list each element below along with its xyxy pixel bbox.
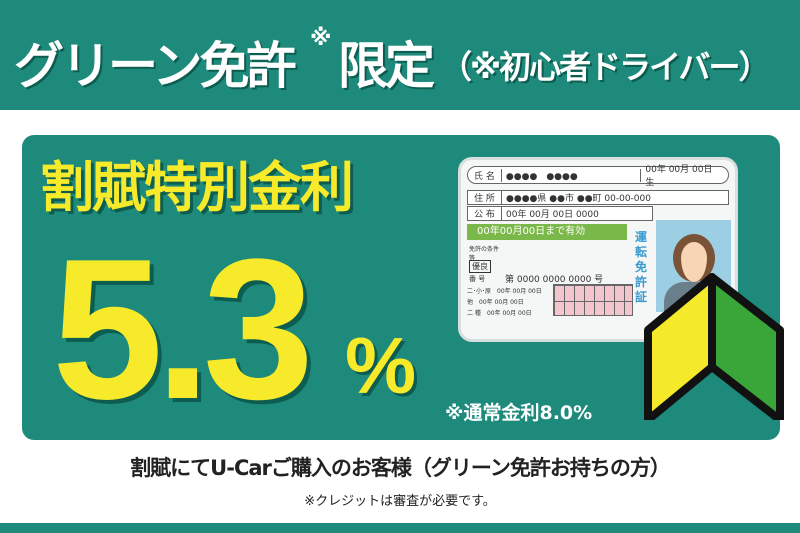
- category-date: 00年 00月 00日: [486, 310, 532, 317]
- number-value: 第 0000 0000 0000 号: [505, 275, 604, 285]
- valid-until: 00年00月00日まで有効: [467, 224, 627, 240]
- issue-label: 公 布: [468, 207, 502, 220]
- address-value: ●●●●県 ●●市 ●●町 00-00-000: [506, 194, 651, 204]
- title-green-license: グリーン免許: [14, 37, 296, 95]
- category-label: 他: [467, 299, 474, 306]
- promo-rate: 5.3: [52, 218, 314, 441]
- category-date: 00年 00月 00日: [497, 288, 542, 295]
- category-row: 他 00年 00月 00日: [467, 297, 542, 308]
- category-grid: [553, 284, 633, 316]
- issue-value: 00年 00月 00日 0000: [506, 210, 599, 220]
- title-note: （※初心者ドライバー）: [440, 48, 770, 86]
- category-label: 二･小･原: [467, 288, 492, 295]
- conditions-label: 免許の条件等: [469, 246, 500, 262]
- name-label: 氏 名: [468, 168, 502, 182]
- name-value: ●●●● ●●●●: [502, 168, 642, 182]
- category-date: 00年 00月 00日: [479, 299, 524, 306]
- category-row: 二･小･原 00年 00月 00日: [467, 286, 542, 297]
- bottom-strip: [0, 523, 800, 533]
- beginner-driver-mark-icon: [644, 273, 784, 420]
- address-label: 住 所: [468, 191, 502, 204]
- header-banner: グリーン免許 ※ 限定 （※初心者ドライバー）: [0, 0, 800, 110]
- number-label: 番 号: [469, 275, 486, 283]
- license-vertical-title: 運転免許証: [634, 230, 647, 304]
- promo-percent: %: [345, 321, 417, 410]
- eligibility-text: 割賦にてU-Carご購入のお客様（グリーン免許お持ちの方）: [130, 456, 671, 480]
- category-row: 二 種 00年 00月 00日: [467, 308, 542, 319]
- birth-date: 00年 00月 00日 生: [645, 165, 713, 188]
- category-label: 二 種: [467, 310, 481, 317]
- normal-rate-note: ※通常金利8.0%: [445, 402, 593, 424]
- title-limited: 限定: [338, 37, 435, 95]
- promo-heading: 割賦特別金利: [40, 156, 354, 219]
- grade-badge: 優良: [469, 260, 491, 273]
- credit-note: ※クレジットは審査が必要です。: [304, 494, 496, 509]
- title-asterisk: ※: [310, 26, 332, 51]
